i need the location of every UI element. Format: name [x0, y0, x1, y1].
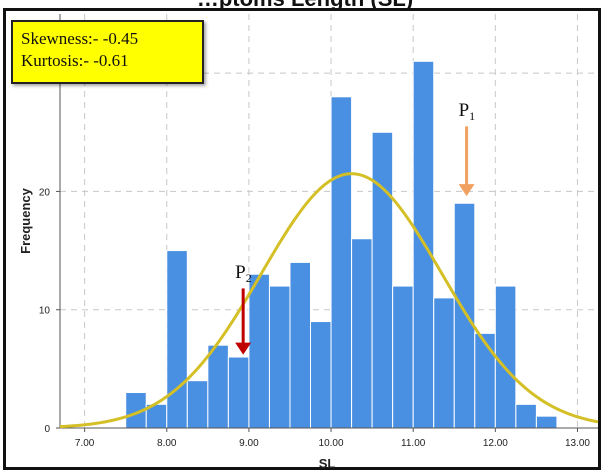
histogram-bar: [207, 344, 229, 429]
annotation-p1-label: P1: [458, 100, 476, 124]
histogram-bar: [535, 415, 558, 429]
y-tick-label: 0: [44, 424, 50, 435]
x-tick-label: 13.00: [565, 438, 590, 449]
chart-frame: [3, 8, 601, 470]
histogram-bar: [453, 202, 476, 429]
histogram-bar: [310, 321, 332, 429]
x-tick-label: 11.00: [401, 438, 426, 449]
histogram-bar: [268, 285, 291, 429]
y-tick-label: 10: [39, 306, 51, 317]
histogram-bar: [515, 403, 537, 429]
histogram-bar: [433, 297, 455, 429]
histogram-bar: [227, 356, 250, 429]
histogram-bar: [351, 238, 373, 429]
histogram-bar: [474, 332, 496, 429]
annotation-p2-label: P2: [235, 262, 252, 286]
chart-title: …ptoms Length (SL): [0, 0, 610, 12]
stats-box: Skewness:- -0.45 Kurtosis:- -0.61: [11, 20, 204, 84]
histogram-bar: [186, 380, 209, 429]
histogram-bar: [248, 273, 270, 429]
histogram-bar: [392, 285, 414, 429]
histogram-bar: [371, 131, 394, 429]
normal-curve: [59, 172, 599, 429]
annotation-arrow-head: [458, 184, 475, 197]
kurtosis-label: Kurtosis:- -0.61: [21, 51, 129, 70]
skewness-label: Skewness:- -0.45: [21, 29, 139, 48]
y-axis-title: Frequency: [18, 187, 33, 254]
x-tick-label: 9.00: [239, 438, 259, 449]
histogram-bar: [166, 250, 188, 429]
x-tick-label: 10.00: [319, 438, 344, 449]
histogram-bar: [494, 285, 517, 429]
histogram-bar: [289, 261, 312, 429]
y-tick-label: 20: [39, 187, 51, 198]
x-axis-title: SL: [319, 456, 336, 471]
x-tick-label: 8.00: [157, 438, 177, 449]
x-tick-label: 7.00: [75, 438, 95, 449]
annotation-arrow-head: [235, 342, 252, 355]
x-tick-label: 12.00: [483, 438, 508, 449]
histogram-bar: [330, 96, 353, 429]
